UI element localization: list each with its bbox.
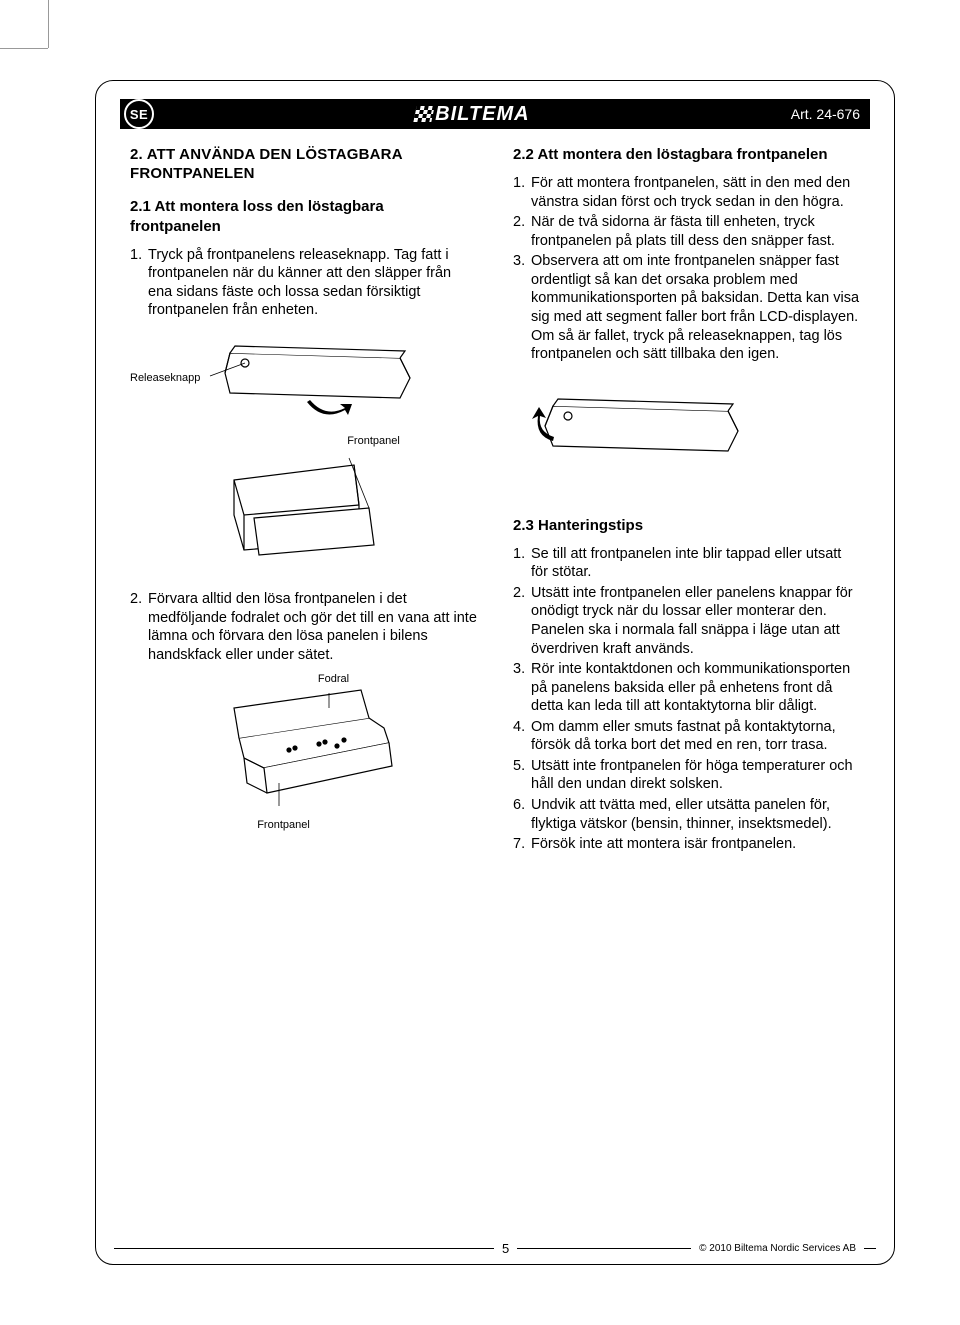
list-item: 3. Rör inte kontaktdonen och kommunikati…: [513, 660, 860, 716]
copyright-text: © 2010 Biltema Nordic Services AB: [691, 1243, 864, 1254]
list-item: 5. Utsätt inte frontpanelen för höga tem…: [513, 757, 860, 794]
list-number: 3.: [513, 252, 531, 363]
list-item: 6. Undvik att tvätta med, eller utsätta …: [513, 796, 860, 833]
page-frame: SE BILTEMA Art. 24-676 2. ATT ANVÄNDA DE…: [95, 80, 895, 1265]
list-item: 1. Se till att frontpanelen inte blir ta…: [513, 545, 860, 582]
list-number: 1.: [130, 246, 148, 320]
list-item: 3. Observera att om inte frontpanelen sn…: [513, 252, 860, 363]
panel-attach-illustration: [513, 386, 753, 476]
list-text: Om damm eller smuts fastnat på kontaktyt…: [531, 718, 860, 755]
list-text: När de två sidorna är fästa till enheten…: [531, 213, 860, 250]
section-2-title: 2. ATT ANVÄNDA DEN LÖSTAGBARA FRONTPANEL…: [130, 145, 477, 183]
list-text: Observera att om inte frontpanelen snäpp…: [531, 252, 860, 363]
language-badge: SE: [124, 99, 154, 129]
list-item: 7. Försök inte att montera isär frontpan…: [513, 835, 860, 854]
figure-label: Releaseknapp: [130, 371, 200, 385]
list-number: 2.: [513, 584, 531, 658]
section-2-1-title: 2.1 Att montera loss den löstagbara fron…: [130, 197, 477, 235]
figure-frontpanel-remove: Frontpanel: [130, 434, 477, 570]
article-number: Art. 24-676: [791, 106, 860, 122]
list-item: 2. Förvara alltid den lösa frontpanelen …: [130, 590, 477, 664]
checker-icon: [413, 106, 434, 122]
list-number: 6.: [513, 796, 531, 833]
list-item: 2. När de två sidorna är fästa till enhe…: [513, 213, 860, 250]
list-number: 2.: [513, 213, 531, 250]
footer-rule: [517, 1248, 691, 1249]
list-text: Rör inte kontaktdonen och kommunikations…: [531, 660, 860, 716]
list-number: 4.: [513, 718, 531, 755]
section-2-2-title: 2.2 Att montera den löstagbara frontpane…: [513, 145, 860, 164]
list-text: Förvara alltid den lösa frontpanelen i d…: [148, 590, 477, 664]
figure-label: Frontpanel: [270, 434, 477, 448]
page-number: 5: [494, 1241, 517, 1256]
header-bar: SE BILTEMA Art. 24-676: [120, 99, 870, 129]
list-text: Undvik att tvätta med, eller utsätta pan…: [531, 796, 860, 833]
brand-text: BILTEMA: [435, 103, 529, 126]
page-footer: 5 © 2010 Biltema Nordic Services AB: [96, 1238, 894, 1258]
left-column: 2. ATT ANVÄNDA DEN LÖSTAGBARA FRONTPANEL…: [130, 145, 477, 1224]
list-item: 2. Utsätt inte frontpanelen eller panele…: [513, 584, 860, 658]
list-text: Utsätt inte frontpanelen för höga temper…: [531, 757, 860, 794]
figure-label: Fodral: [190, 672, 477, 686]
list-number: 7.: [513, 835, 531, 854]
section-2-3-title: 2.3 Hanteringstips: [513, 516, 860, 535]
case-illustration: [189, 688, 419, 818]
list-text: För att montera frontpanelen, sätt in de…: [531, 174, 860, 211]
footer-rule: [864, 1248, 876, 1249]
list-text: Tryck på frontpanelens releaseknapp. Tag…: [148, 246, 477, 320]
content-columns: 2. ATT ANVÄNDA DEN LÖSTAGBARA FRONTPANEL…: [130, 145, 860, 1224]
footer-rule: [114, 1248, 494, 1249]
figure-release-button: Releaseknapp: [130, 338, 477, 418]
figure-case: Fodral: [130, 672, 477, 832]
list-text: Utsätt inte frontpanelen eller panelens …: [531, 584, 860, 658]
list-number: 1.: [513, 174, 531, 211]
panel-release-illustration: [200, 338, 420, 418]
brand-logo: BILTEMA: [154, 103, 791, 126]
list-number: 1.: [513, 545, 531, 582]
list-number: 2.: [130, 590, 148, 664]
list-item: 4. Om damm eller smuts fastnat på kontak…: [513, 718, 860, 755]
figure-label: Frontpanel: [90, 818, 477, 832]
crop-mark: [48, 0, 49, 48]
figure-attach-panel: [513, 386, 860, 476]
list-text: Försök inte att montera isär frontpanele…: [531, 835, 860, 854]
list-number: 3.: [513, 660, 531, 716]
list-item: 1. Tryck på frontpanelens releaseknapp. …: [130, 246, 477, 320]
crop-mark: [0, 48, 48, 49]
list-number: 5.: [513, 757, 531, 794]
list-text: Se till att frontpanelen inte blir tappa…: [531, 545, 860, 582]
panel-remove-illustration: [194, 450, 414, 570]
list-item: 1. För att montera frontpanelen, sätt in…: [513, 174, 860, 211]
right-column: 2.2 Att montera den löstagbara frontpane…: [513, 145, 860, 1224]
